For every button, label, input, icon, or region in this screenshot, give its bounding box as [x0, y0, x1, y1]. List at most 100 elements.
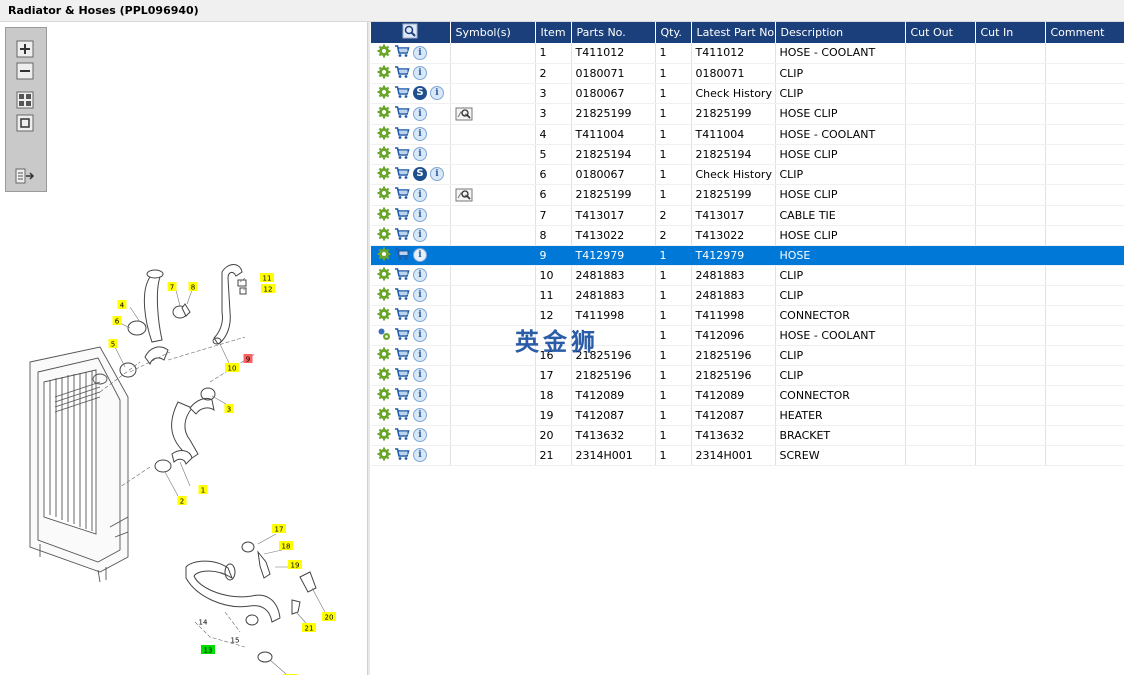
info-icon[interactable]: i — [413, 45, 427, 60]
add-to-cart-icon[interactable] — [394, 166, 410, 183]
add-to-cart-icon[interactable] — [394, 186, 410, 203]
info-icon[interactable]: i — [413, 368, 427, 382]
add-to-cart-icon[interactable] — [394, 227, 410, 244]
part-details-gear-icon[interactable] — [377, 207, 391, 224]
callout-21[interactable]: 21 — [302, 623, 316, 633]
add-to-cart-icon[interactable] — [394, 44, 410, 61]
part-details-gear-icon[interactable] — [377, 85, 391, 102]
callout-10[interactable]: 10 — [225, 363, 239, 373]
table-row[interactable]: i 2 0180071 1 0180071 CLIP — [371, 63, 1124, 84]
table-row[interactable]: i 9 T412979 1 T412979 HOSE — [371, 245, 1124, 266]
table-row[interactable]: i 7 T413017 2 T413017 CABLE TIE — [371, 205, 1124, 226]
add-to-cart-icon[interactable] — [394, 367, 410, 384]
callout-13[interactable]: 13 — [201, 645, 215, 655]
part-details-gear-icon[interactable] — [377, 367, 391, 384]
info-icon[interactable]: i — [413, 208, 427, 222]
part-details-gear-icon[interactable] — [377, 105, 391, 122]
table-row[interactable]: i 5 21825194 1 21825194 HOSE CLIP — [371, 144, 1124, 165]
column-header-latest-part-no[interactable]: Latest Part No. — [691, 22, 776, 43]
part-details-gear-icon[interactable] — [377, 146, 391, 163]
column-header-symbols[interactable]: Symbol(s) — [450, 22, 536, 43]
column-header-cut-out[interactable]: Cut Out — [905, 22, 976, 43]
table-row[interactable]: i 10 2481883 1 2481883 CLIP — [371, 265, 1124, 286]
column-header-search[interactable] — [371, 22, 451, 43]
info-icon[interactable]: i — [430, 86, 444, 100]
callout-17[interactable]: 17 — [272, 524, 286, 534]
callout-6[interactable]: 6 — [112, 316, 122, 326]
callout-15[interactable]: 15 — [231, 637, 240, 645]
info-icon[interactable]: i — [413, 388, 427, 402]
part-details-gear-icon[interactable] — [377, 247, 391, 264]
part-details-gear-icon[interactable] — [377, 186, 391, 203]
info-icon[interactable]: i — [413, 66, 427, 80]
callout-4[interactable]: 4 — [117, 300, 127, 310]
part-details-gear-icon[interactable] — [377, 267, 391, 284]
info-icon[interactable]: i — [413, 248, 427, 262]
column-header-item[interactable]: Item — [535, 22, 572, 43]
exploded-parts-diagram[interactable]: 123456789101112131415161718192021 — [0, 22, 367, 675]
add-to-cart-icon[interactable] — [394, 267, 410, 284]
table-row[interactable]: i 6 21825199 1 21825199 HOSE CLIP — [371, 184, 1124, 206]
zoom-out-icon[interactable] — [15, 61, 35, 81]
callout-19[interactable]: 19 — [288, 560, 302, 570]
supersession-icon[interactable]: S — [413, 167, 427, 181]
add-to-cart-icon[interactable] — [394, 126, 410, 143]
info-icon[interactable]: i — [413, 428, 427, 442]
table-row[interactable]: i 17 21825196 1 21825196 CLIP — [371, 365, 1124, 386]
part-details-gear-icon[interactable] — [377, 447, 391, 464]
column-header-description[interactable]: Description — [775, 22, 906, 43]
info-icon[interactable]: i — [413, 348, 427, 362]
callout-12[interactable]: 12 — [261, 284, 275, 294]
table-row[interactable]: i 21 2314H001 1 2314H001 SCREW — [371, 445, 1124, 466]
callout-9[interactable]: 9 — [243, 354, 253, 364]
add-to-cart-icon[interactable] — [394, 65, 410, 82]
part-details-gear-icon[interactable] — [377, 65, 391, 82]
add-to-cart-icon[interactable] — [394, 427, 410, 444]
add-to-cart-icon[interactable] — [394, 387, 410, 404]
info-icon[interactable]: i — [413, 308, 427, 322]
column-header-comment[interactable]: Comment — [1045, 22, 1124, 43]
table-row[interactable]: i 1 T412096 HOSE - COOLANT — [371, 325, 1124, 346]
add-to-cart-icon[interactable] — [394, 207, 410, 224]
add-to-cart-icon[interactable] — [394, 247, 410, 264]
table-row[interactable]: i 11 2481883 1 2481883 CLIP — [371, 285, 1124, 306]
part-details-gear-icon[interactable] — [377, 327, 391, 344]
callout-20[interactable]: 20 — [322, 612, 336, 622]
info-icon[interactable]: i — [413, 448, 427, 462]
add-to-cart-icon[interactable] — [394, 327, 410, 344]
callout-5[interactable]: 5 — [108, 339, 118, 349]
table-row[interactable]: i 1 T411012 1 T411012 HOSE - COOLANT — [371, 43, 1124, 64]
table-row[interactable]: i 3 21825199 1 21825199 HOSE CLIP — [371, 103, 1124, 125]
callout-1[interactable]: 1 — [198, 485, 208, 495]
part-details-gear-icon[interactable] — [377, 387, 391, 404]
part-details-gear-icon[interactable] — [377, 347, 391, 364]
find-part-icon[interactable] — [402, 23, 418, 39]
column-header-qty[interactable]: Qty. — [655, 22, 692, 43]
add-to-cart-icon[interactable] — [394, 105, 410, 122]
info-icon[interactable]: i — [413, 228, 427, 242]
part-details-gear-icon[interactable] — [377, 44, 391, 61]
part-details-gear-icon[interactable] — [377, 227, 391, 244]
part-details-gear-icon[interactable] — [377, 166, 391, 183]
add-to-cart-icon[interactable] — [394, 307, 410, 324]
callout-18[interactable]: 18 — [279, 541, 293, 551]
actual-size-icon[interactable] — [15, 113, 35, 133]
add-to-cart-icon[interactable] — [394, 407, 410, 424]
part-details-gear-icon[interactable] — [377, 287, 391, 304]
info-icon[interactable]: i — [413, 288, 427, 302]
add-to-cart-icon[interactable] — [394, 347, 410, 364]
part-details-gear-icon[interactable] — [377, 126, 391, 143]
column-header-cut-in[interactable]: Cut In — [975, 22, 1046, 43]
callout-2[interactable]: 2 — [177, 496, 187, 506]
info-icon[interactable]: i — [430, 167, 444, 181]
table-row[interactable]: i 4 T411004 1 T411004 HOSE - COOLANT — [371, 124, 1124, 145]
callout-3[interactable]: 3 — [224, 404, 234, 414]
part-details-gear-icon[interactable] — [377, 407, 391, 424]
fit-all-icon[interactable] — [15, 90, 35, 110]
supersession-icon[interactable]: S — [413, 86, 427, 100]
info-icon[interactable]: i — [413, 147, 427, 161]
info-icon[interactable]: i — [413, 268, 427, 282]
add-to-cart-icon[interactable] — [394, 85, 410, 102]
